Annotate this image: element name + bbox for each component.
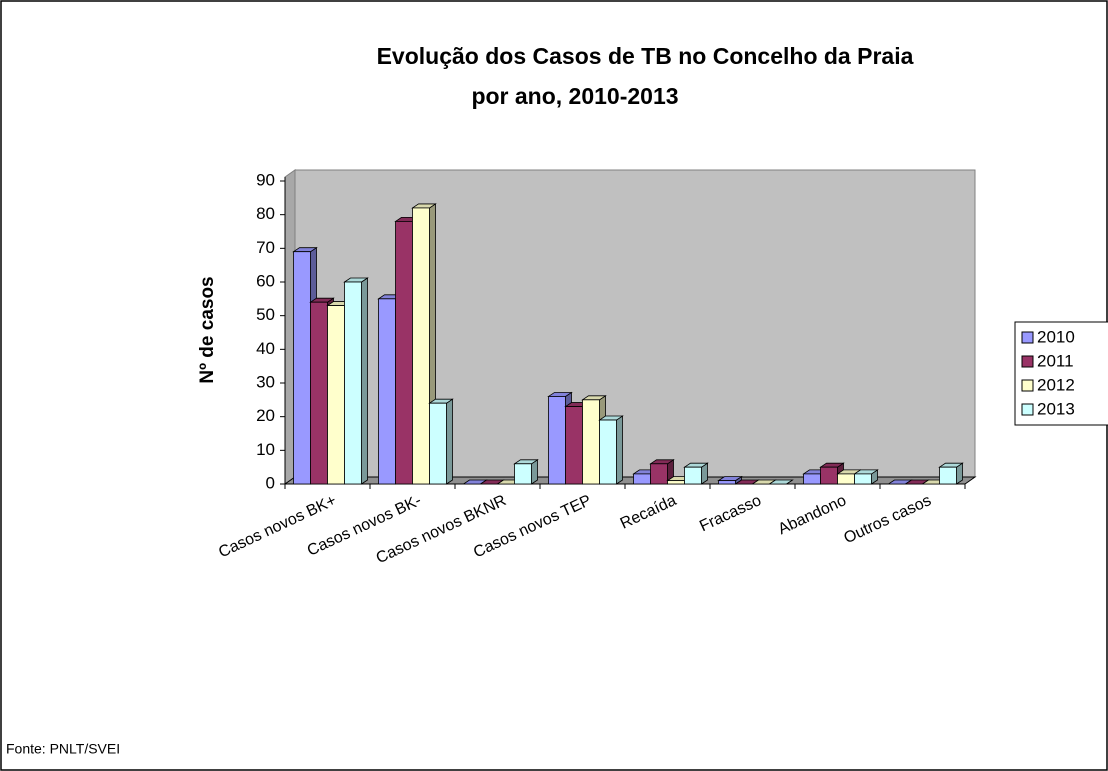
chart-subtitle: por ano, 2010-2013 [471, 83, 678, 109]
y-tick-label: 80 [256, 204, 275, 223]
bar [650, 463, 668, 485]
bar [344, 281, 362, 485]
legend-label: 2011 [1037, 351, 1074, 370]
y-tick-label: 40 [256, 339, 275, 358]
legend-label: 2012 [1037, 375, 1075, 394]
bar [633, 473, 651, 485]
bar [803, 473, 821, 485]
bar [293, 251, 311, 485]
bar [412, 207, 430, 485]
y-tick-label: 90 [256, 170, 275, 189]
bar [939, 466, 957, 485]
chart-title: Evolução dos Casos de TB no Concelho da … [377, 43, 914, 69]
bar [548, 396, 566, 485]
legend-label: 2010 [1037, 327, 1075, 346]
y-tick-label: 70 [256, 238, 275, 257]
bar [599, 419, 617, 485]
bar [514, 463, 532, 485]
bar [684, 466, 702, 485]
y-tick-label: 20 [256, 406, 275, 425]
bar [429, 402, 447, 485]
bar [565, 406, 583, 485]
y-tick-label: 30 [256, 372, 275, 391]
legend-swatch [1021, 379, 1034, 392]
bar [395, 220, 413, 485]
bar [378, 298, 396, 485]
y-tick-label: 60 [256, 271, 275, 290]
legend-label: 2013 [1037, 399, 1075, 418]
bar [310, 301, 328, 485]
bar [837, 473, 855, 485]
legend-swatch [1021, 355, 1034, 368]
bar-side [616, 415, 623, 485]
bar-side [446, 398, 453, 485]
bar-top [768, 479, 794, 485]
y-tick-label: 50 [256, 305, 275, 324]
source: Fonte: PNLT/SVEI [6, 741, 120, 757]
y-tick-label: 0 [266, 473, 275, 492]
y-tick-label: 10 [256, 440, 275, 459]
bar [327, 305, 345, 485]
legend-swatch [1021, 331, 1034, 344]
bar [854, 473, 872, 485]
bar [718, 480, 736, 485]
y-axis-label: Nº de casos [197, 276, 218, 383]
bar [820, 466, 838, 485]
bar [667, 480, 685, 485]
legend-swatch [1021, 403, 1034, 416]
bar-side [361, 277, 368, 485]
bar [582, 399, 600, 485]
